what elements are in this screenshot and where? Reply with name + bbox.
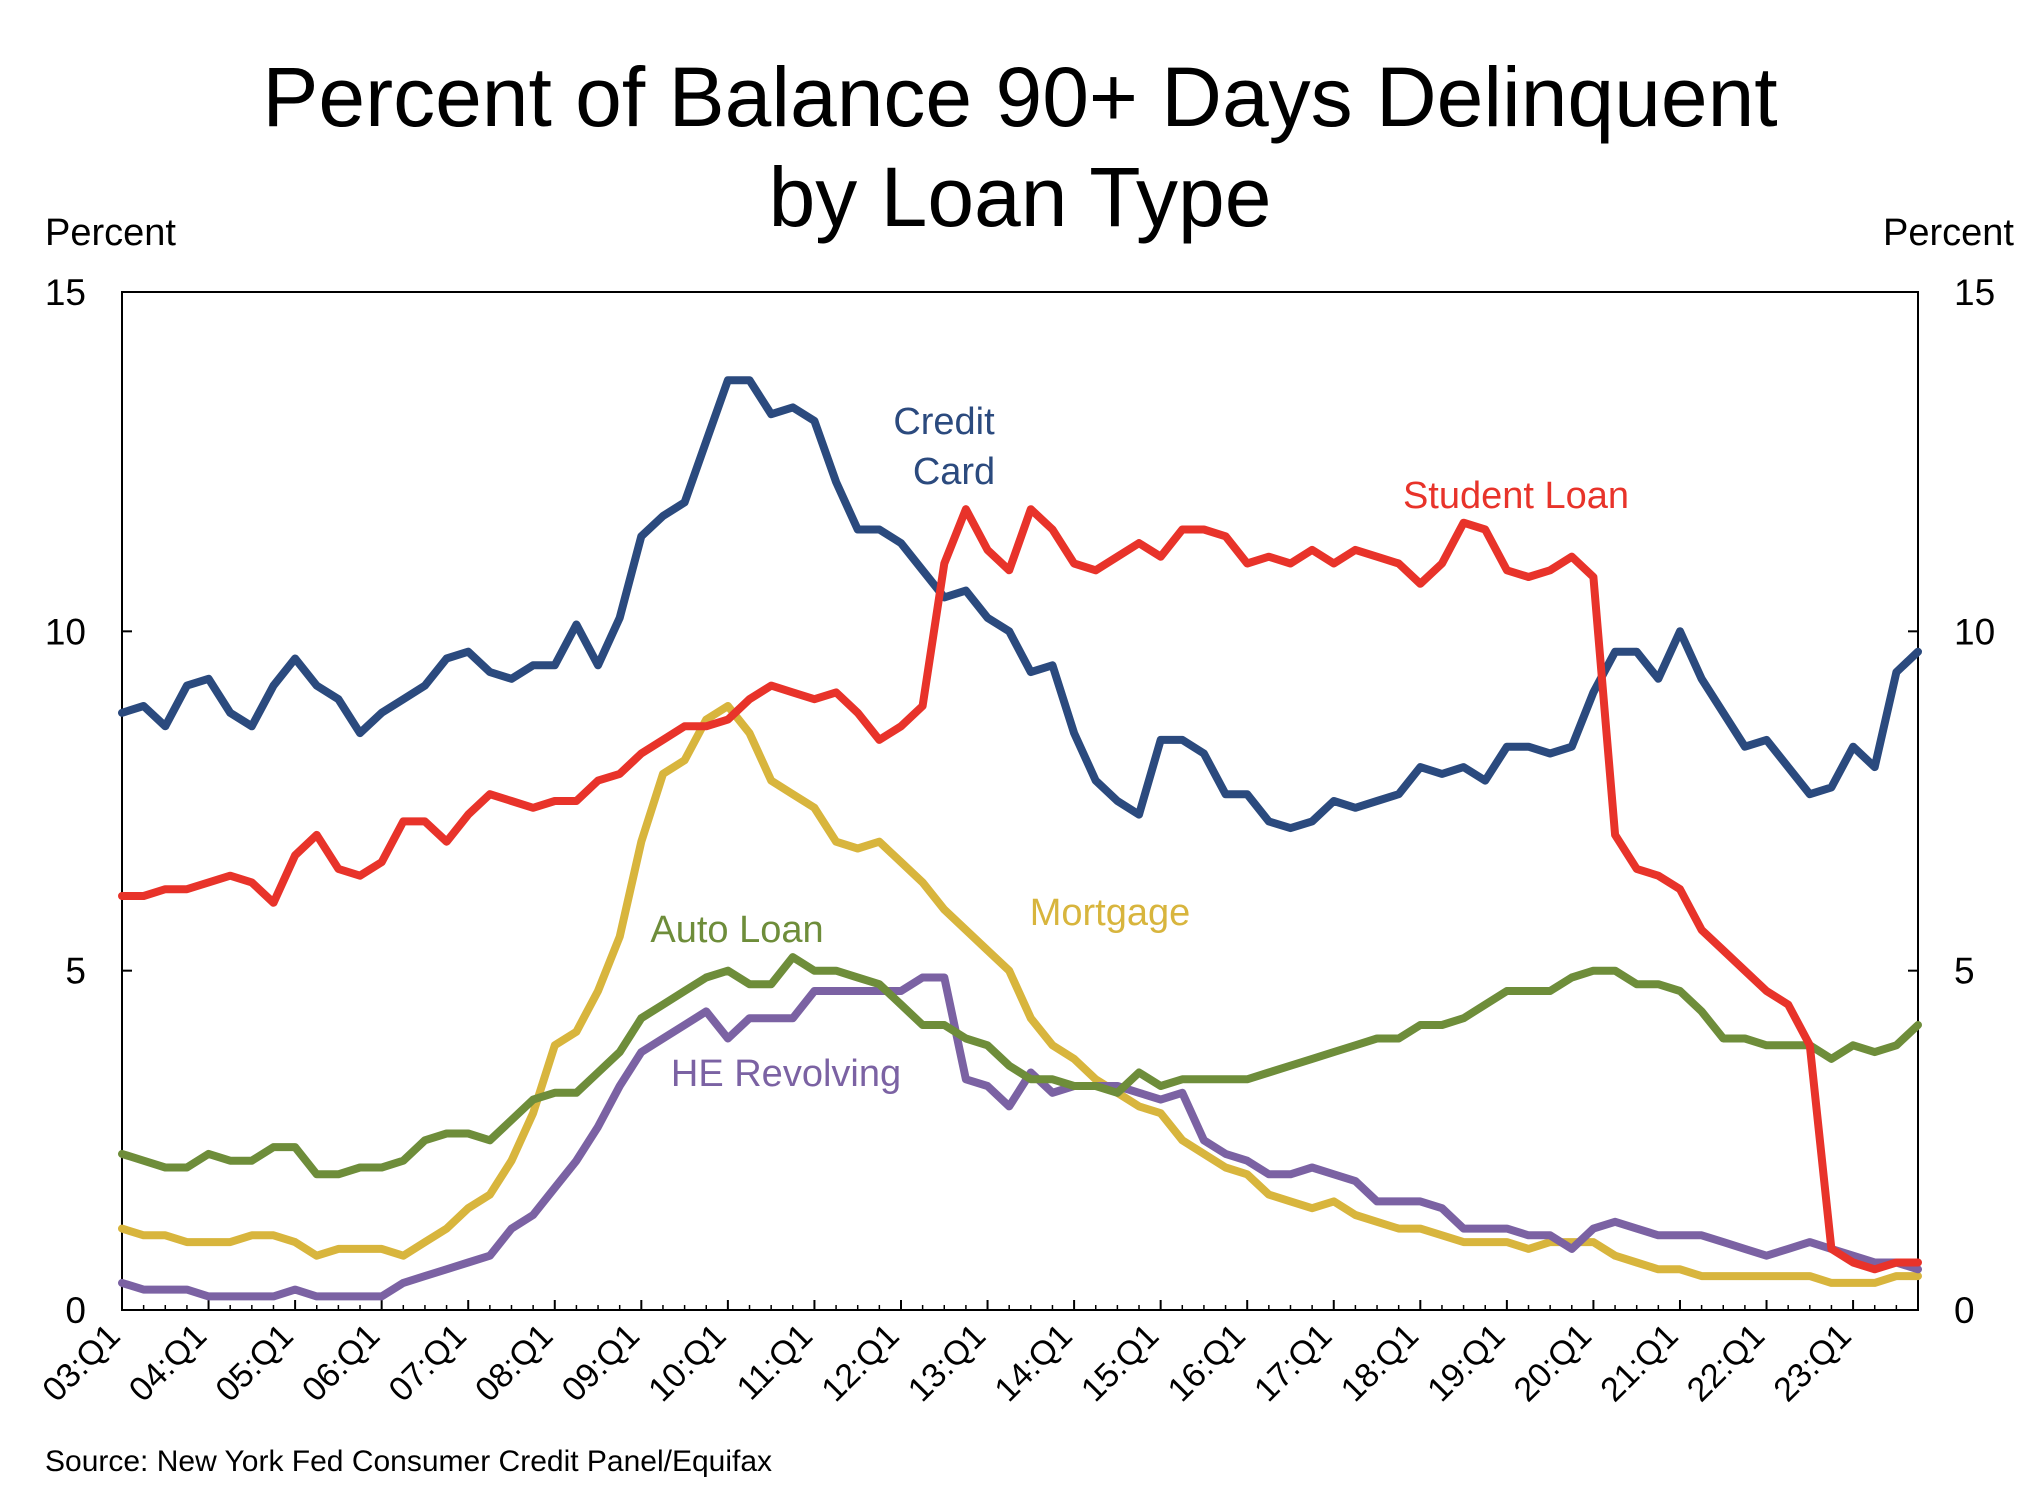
plot-frame	[121, 291, 1919, 1311]
series-line-auto-loan	[118, 953, 1922, 1179]
x-tick-label: 16:Q1	[1160, 1317, 1252, 1409]
source-note: Source: New York Fed Consumer Credit Pan…	[45, 1445, 773, 1478]
x-tick-label: 07:Q1	[382, 1317, 474, 1409]
series-label-he-revolving: HE Revolving	[671, 1053, 901, 1095]
series-label-credit-card: Credit	[893, 401, 995, 443]
x-tick-label: 15:Q1	[1074, 1317, 1166, 1409]
x-tick-label: 13:Q1	[901, 1317, 993, 1409]
series-line-student-loan	[118, 505, 1922, 1274]
y-tick-label-left: 15	[45, 272, 86, 313]
x-tick-label: 05:Q1	[208, 1317, 300, 1409]
series-line-credit-card	[118, 376, 1922, 833]
x-tick-label: 08:Q1	[468, 1317, 560, 1409]
x-tick-label: 23:Q1	[1766, 1317, 1858, 1409]
series-label-credit-card: Card	[913, 451, 995, 493]
x-tick-label: 18:Q1	[1334, 1317, 1426, 1409]
chart-title-line1: Percent of Balance 90+ Days Delinquent	[262, 50, 1778, 144]
y-tick-label-right: 0	[1954, 1290, 1975, 1331]
x-tick-label: 12:Q1	[814, 1317, 906, 1409]
y-tick-label-right: 10	[1954, 611, 1995, 652]
x-tick-label: 21:Q1	[1593, 1317, 1685, 1409]
x-tick-label: 11:Q1	[730, 1317, 821, 1408]
y-tick-label-left: 0	[65, 1290, 86, 1331]
series-line-he-revolving	[118, 973, 1922, 1301]
series-label-auto-loan: Auto Loan	[650, 909, 823, 951]
series-label-student-loan: Student Loan	[1403, 475, 1629, 517]
x-tick-label: 04:Q1	[122, 1317, 214, 1409]
y-tick-label-right: 15	[1954, 272, 1995, 313]
y-tick-label-left: 5	[65, 951, 86, 992]
x-tick-label: 19:Q1	[1420, 1317, 1512, 1409]
x-tick-label: 20:Q1	[1507, 1317, 1599, 1409]
x-tick-label: 09:Q1	[555, 1317, 647, 1409]
x-tick-label: 10:Q1	[641, 1317, 733, 1409]
x-tick-label: 17:Q1	[1247, 1317, 1339, 1409]
series-label-mortgage: Mortgage	[1030, 892, 1191, 934]
y-tick-label-left: 10	[45, 611, 86, 652]
x-tick-label: 22:Q1	[1680, 1317, 1772, 1409]
right-axis-unit-label: Percent	[1883, 212, 2014, 254]
series-line-mortgage	[118, 702, 1922, 1287]
x-tick-label: 14:Q1	[987, 1317, 1079, 1409]
chart-title-line2: by Loan Type	[768, 150, 1272, 244]
left-axis-unit-label: Percent	[45, 212, 176, 254]
y-tick-label-right: 5	[1954, 951, 1975, 992]
x-tick-label: 06:Q1	[295, 1317, 387, 1409]
